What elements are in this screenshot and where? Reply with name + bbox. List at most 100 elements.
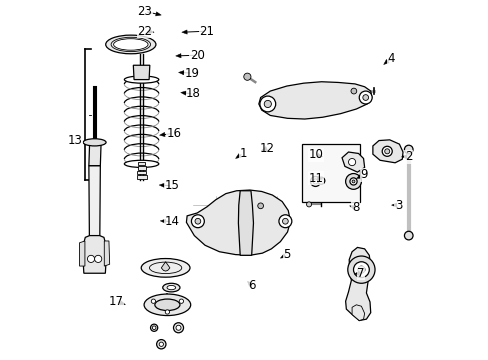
- Ellipse shape: [124, 76, 159, 83]
- Polygon shape: [80, 241, 85, 266]
- Text: 19: 19: [184, 67, 200, 80]
- Polygon shape: [159, 132, 165, 137]
- Polygon shape: [186, 190, 290, 255]
- Ellipse shape: [144, 294, 190, 316]
- Polygon shape: [104, 241, 109, 266]
- Circle shape: [317, 177, 324, 184]
- Polygon shape: [133, 65, 149, 80]
- Polygon shape: [349, 206, 355, 210]
- Circle shape: [260, 96, 275, 112]
- Text: 17: 17: [108, 295, 123, 308]
- Circle shape: [264, 100, 271, 108]
- Circle shape: [347, 256, 374, 283]
- Circle shape: [244, 73, 250, 80]
- Text: 3: 3: [394, 199, 402, 212]
- Polygon shape: [341, 152, 364, 172]
- Bar: [136, 175, 146, 179]
- Polygon shape: [89, 144, 101, 166]
- Text: 13: 13: [68, 134, 82, 147]
- Circle shape: [195, 219, 201, 224]
- Circle shape: [345, 174, 361, 189]
- Polygon shape: [280, 254, 285, 258]
- Polygon shape: [180, 91, 186, 95]
- Bar: [301, 144, 359, 202]
- Circle shape: [351, 180, 354, 183]
- Bar: [138, 162, 145, 165]
- Circle shape: [151, 299, 155, 303]
- Ellipse shape: [155, 299, 180, 311]
- Circle shape: [384, 149, 389, 154]
- Text: 14: 14: [164, 215, 179, 228]
- Text: 23: 23: [137, 5, 152, 18]
- Circle shape: [156, 339, 165, 349]
- Polygon shape: [391, 203, 396, 207]
- Polygon shape: [247, 281, 252, 287]
- Ellipse shape: [163, 283, 180, 292]
- Circle shape: [357, 266, 364, 273]
- Circle shape: [87, 255, 94, 262]
- Polygon shape: [345, 247, 370, 320]
- Circle shape: [310, 176, 320, 186]
- Ellipse shape: [124, 160, 159, 167]
- Circle shape: [282, 219, 287, 224]
- Text: 1: 1: [239, 147, 246, 159]
- Bar: [137, 166, 145, 170]
- Polygon shape: [161, 262, 169, 271]
- Polygon shape: [401, 154, 406, 159]
- Text: 7: 7: [357, 267, 364, 280]
- Polygon shape: [372, 140, 402, 163]
- Text: 22: 22: [137, 25, 152, 38]
- Circle shape: [312, 179, 317, 184]
- Circle shape: [362, 95, 368, 100]
- Ellipse shape: [113, 39, 148, 50]
- Circle shape: [278, 215, 291, 228]
- Circle shape: [359, 91, 371, 104]
- Circle shape: [159, 342, 163, 346]
- Circle shape: [152, 326, 156, 329]
- Text: 18: 18: [186, 87, 201, 100]
- Polygon shape: [261, 147, 267, 150]
- Circle shape: [306, 202, 311, 207]
- Polygon shape: [353, 271, 359, 275]
- Text: 4: 4: [387, 51, 394, 64]
- Circle shape: [404, 145, 412, 154]
- Polygon shape: [159, 183, 164, 188]
- Text: 6: 6: [247, 279, 255, 292]
- Text: 5: 5: [283, 248, 290, 261]
- Circle shape: [404, 231, 412, 240]
- Circle shape: [350, 88, 356, 94]
- Bar: [137, 171, 145, 174]
- Polygon shape: [356, 174, 362, 179]
- Polygon shape: [120, 301, 125, 305]
- Text: 15: 15: [164, 179, 179, 192]
- Text: 8: 8: [351, 202, 359, 215]
- Polygon shape: [351, 305, 364, 320]
- Polygon shape: [175, 54, 181, 58]
- Text: 12: 12: [259, 142, 274, 155]
- Circle shape: [382, 146, 391, 156]
- Circle shape: [173, 323, 183, 333]
- Polygon shape: [82, 235, 106, 273]
- Polygon shape: [178, 71, 183, 75]
- Text: 20: 20: [189, 49, 204, 62]
- Text: 11: 11: [308, 172, 323, 185]
- Text: 10: 10: [308, 148, 323, 161]
- Polygon shape: [235, 154, 241, 158]
- Circle shape: [348, 158, 355, 166]
- Circle shape: [150, 324, 158, 331]
- Ellipse shape: [83, 139, 106, 146]
- Ellipse shape: [167, 285, 175, 290]
- Circle shape: [349, 178, 356, 185]
- Polygon shape: [182, 30, 187, 34]
- Polygon shape: [383, 59, 388, 64]
- Polygon shape: [238, 191, 253, 255]
- Circle shape: [353, 262, 368, 278]
- Text: 2: 2: [404, 150, 412, 163]
- Text: 16: 16: [166, 127, 181, 140]
- Polygon shape: [148, 30, 154, 34]
- Circle shape: [257, 203, 263, 209]
- Circle shape: [165, 310, 169, 314]
- Text: 9: 9: [360, 168, 367, 181]
- Ellipse shape: [105, 35, 156, 54]
- Polygon shape: [160, 219, 165, 223]
